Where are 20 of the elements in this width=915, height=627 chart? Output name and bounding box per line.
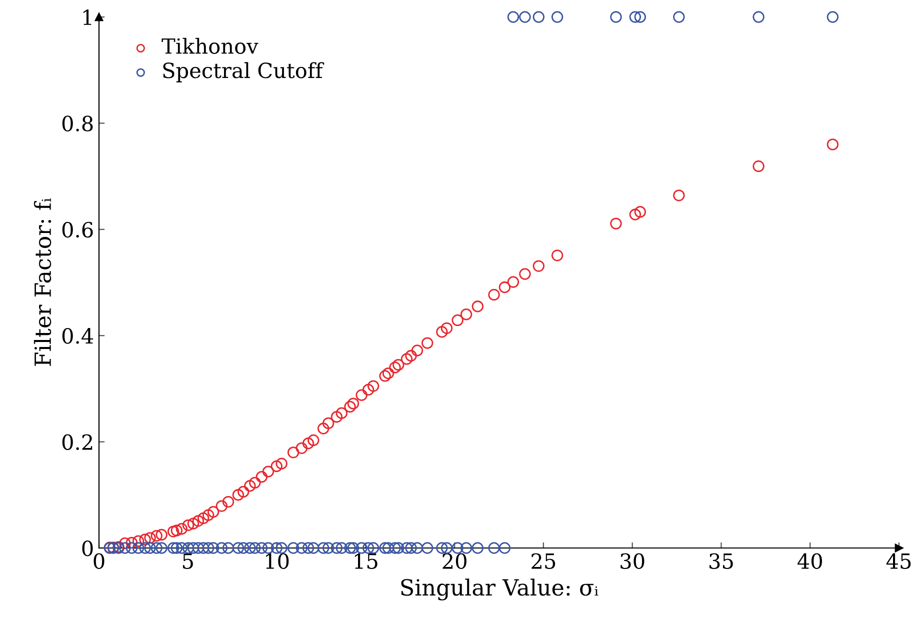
y-tick-label: 0.6 bbox=[62, 222, 93, 238]
x-tick-label: 45 bbox=[886, 553, 911, 569]
x-tick-label: 5 bbox=[183, 554, 193, 569]
x-tick-label: 30 bbox=[620, 553, 644, 569]
y-tick-label: 0 bbox=[82, 540, 93, 556]
legend-label: Spectral Cutoff bbox=[163, 62, 324, 82]
x-tick-label: 15 bbox=[354, 553, 378, 569]
y-axis-title: Filter Factor: fᵢ bbox=[34, 198, 52, 366]
x-tick-label: 25 bbox=[532, 553, 556, 569]
legend-label: Tikhonov bbox=[162, 38, 258, 54]
y-tick-label: 0.4 bbox=[62, 328, 94, 344]
x-tick-label: 35 bbox=[710, 553, 733, 569]
y-tick-label: 1 bbox=[83, 9, 92, 25]
x-tick-label: 20 bbox=[442, 553, 466, 569]
x-tick-label: 40 bbox=[797, 553, 822, 569]
y-tick-label: 0.2 bbox=[62, 434, 92, 450]
x-tick-label: 0 bbox=[94, 553, 104, 569]
x-tick-label: 10 bbox=[266, 553, 289, 569]
y-tick-label: 0.8 bbox=[62, 116, 93, 132]
x-axis-title: Singular Value: σᵢ bbox=[401, 578, 598, 600]
